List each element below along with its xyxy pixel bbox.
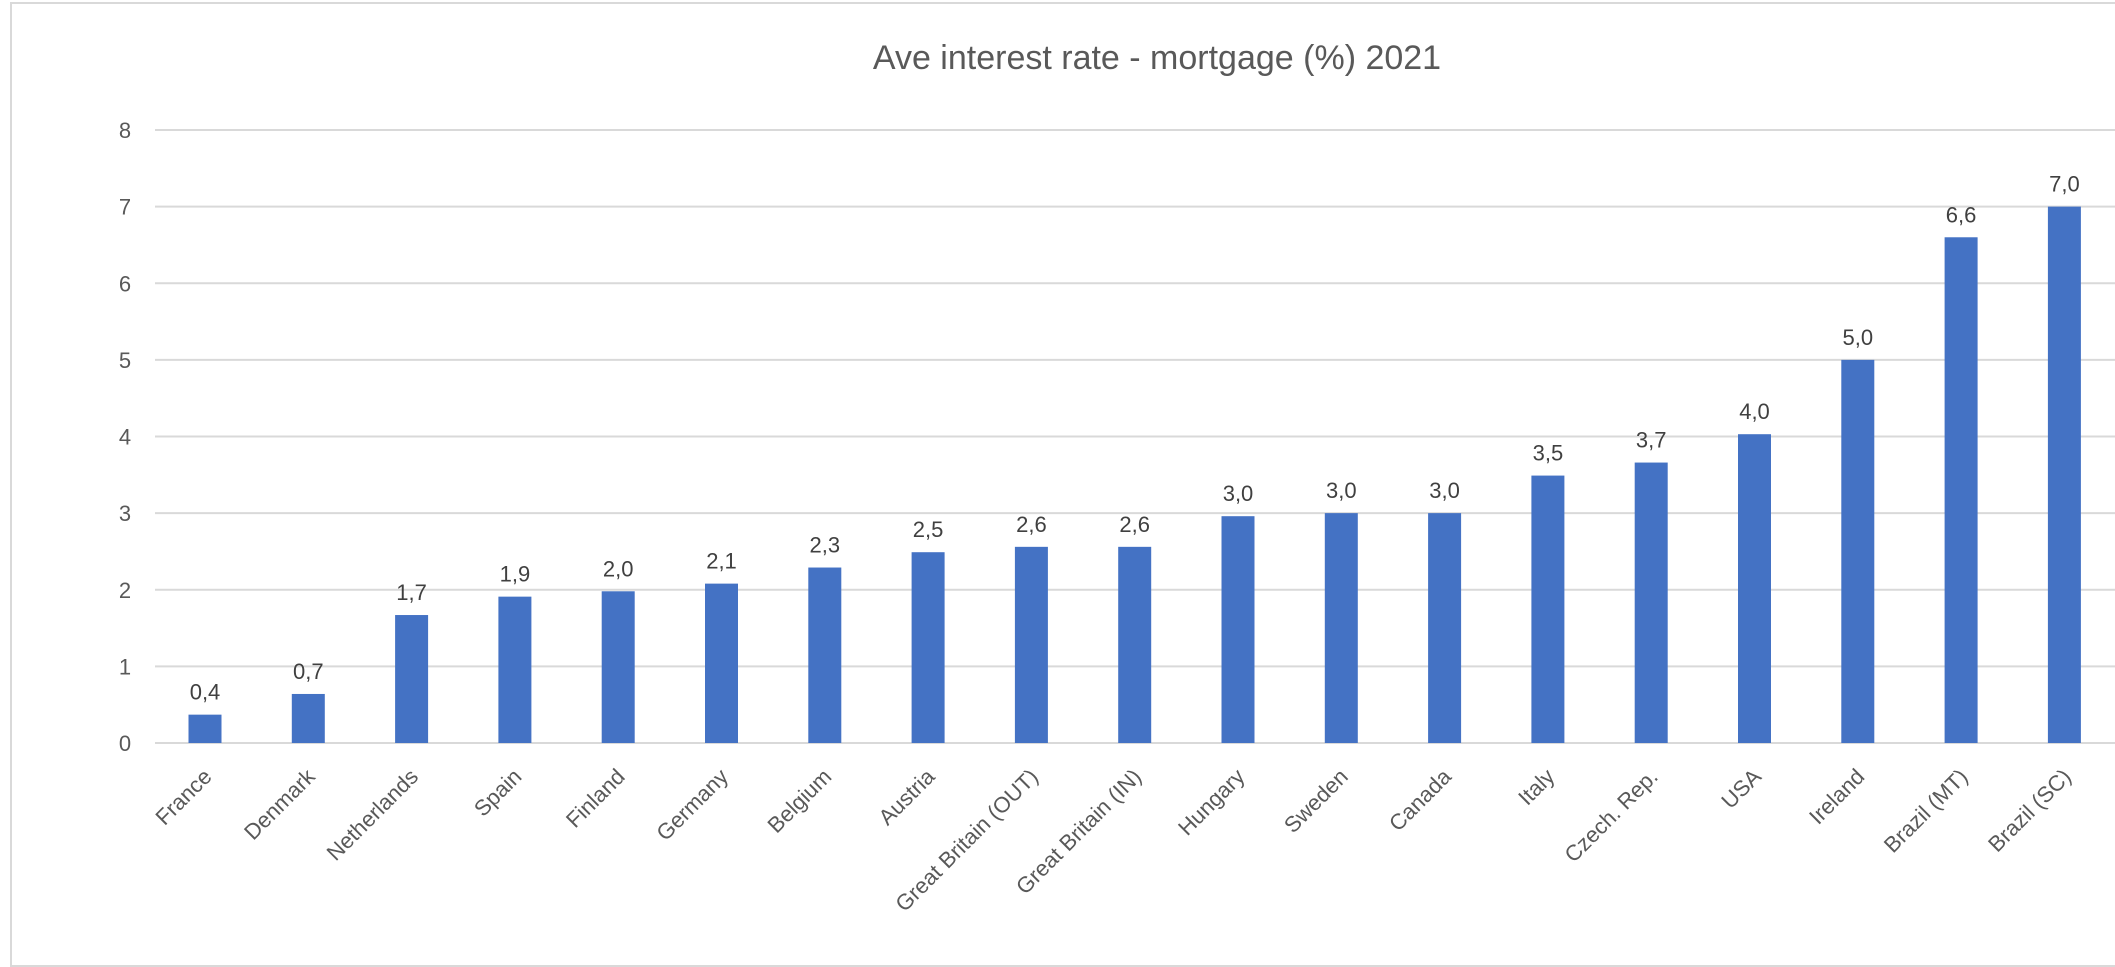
bar: [1014, 546, 1048, 743]
x-tick-label: Brazil (SC): [1983, 764, 2076, 857]
data-label: 6,6: [1946, 202, 1977, 227]
x-tick-label: Finland: [561, 764, 630, 833]
bar: [1944, 237, 1978, 743]
y-tick-label: 0: [119, 731, 131, 756]
x-tick-label: Spain: [469, 764, 526, 821]
data-label: 5,0: [1843, 325, 1874, 350]
x-tick-label: Canada: [1384, 763, 1457, 836]
x-tick-label: Netherlands: [322, 764, 424, 866]
data-label: 3,7: [1636, 428, 1667, 453]
data-labels: 0,4 0,7 1,7 1,9 2,0 2,1 2,3 2,5 2,6 2,6 3,0 3,0 3,0 3…: [190, 172, 2080, 705]
bar: [498, 596, 532, 743]
y-tick-label: 1: [119, 654, 131, 679]
data-label: 1,7: [396, 580, 427, 605]
bar: [395, 615, 429, 743]
bar: [1428, 513, 1462, 743]
bar: [1531, 475, 1565, 743]
data-label: 2,5: [913, 517, 944, 542]
y-tick-label: 8: [119, 118, 131, 143]
bar: [1118, 546, 1152, 743]
data-label: 2,6: [1016, 512, 1047, 537]
bar: [291, 693, 325, 743]
data-label: 7,0: [2049, 172, 2080, 197]
data-label: 2,0: [603, 556, 634, 581]
bars: [188, 206, 2081, 743]
bar: [188, 714, 222, 743]
x-axis-ticks: France Denmark Netherlands Spain Finland Germ…: [150, 763, 2076, 916]
x-tick-label: Denmark: [239, 763, 320, 844]
y-tick-label: 6: [119, 271, 131, 296]
bar: [808, 567, 842, 743]
bar: [1841, 359, 1875, 743]
y-tick-label: 7: [119, 195, 131, 220]
x-tick-label: France: [150, 764, 216, 830]
data-label: 3,0: [1223, 481, 1254, 506]
y-tick-label: 2: [119, 578, 131, 603]
bar: [705, 583, 738, 743]
chart-title: Ave interest rate - mortgage (%) 2021: [873, 39, 1441, 77]
bar: [1634, 462, 1668, 743]
bar: [1324, 513, 1358, 743]
x-tick-label: Hungary: [1173, 764, 1249, 840]
x-tick-label: Sweden: [1279, 764, 1353, 838]
data-label: 4,0: [1739, 399, 1770, 424]
y-tick-label: 4: [119, 425, 131, 450]
bar: [1738, 434, 1771, 743]
y-axis-ticks: 0 1 2 3 4 5 6 7 8: [119, 118, 131, 756]
bar: [1221, 516, 1255, 743]
data-label: 0,4: [190, 680, 221, 705]
y-tick-label: 5: [119, 348, 131, 373]
data-label: 3,5: [1533, 441, 1564, 466]
bar: [2047, 206, 2081, 743]
x-tick-label: Czech. Rep.: [1559, 764, 1662, 867]
x-tick-label: USA: [1716, 764, 1766, 814]
x-tick-label: Belgium: [762, 764, 836, 838]
x-tick-label: Italy: [1513, 764, 1559, 810]
data-label: 3,0: [1429, 478, 1460, 503]
data-label: 2,6: [1119, 512, 1150, 537]
data-label: 2,3: [810, 533, 841, 558]
x-tick-label: Austria: [874, 763, 941, 830]
x-tick-label: Brazil (MT): [1879, 764, 1973, 858]
x-tick-label: Ireland: [1804, 764, 1869, 829]
bar: [911, 552, 945, 743]
data-label: 2,1: [706, 549, 737, 574]
y-tick-label: 3: [119, 501, 131, 526]
x-tick-label: Germany: [651, 764, 733, 846]
data-label: 1,9: [500, 562, 531, 587]
data-label: 0,7: [293, 659, 324, 684]
bar: [601, 591, 635, 743]
data-label: 3,0: [1326, 478, 1357, 503]
